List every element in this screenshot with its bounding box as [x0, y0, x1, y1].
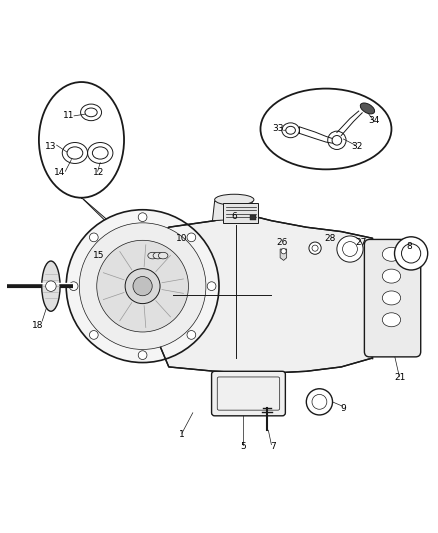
- Ellipse shape: [153, 252, 162, 259]
- Polygon shape: [280, 249, 287, 261]
- Text: 8: 8: [406, 243, 412, 252]
- Text: 28: 28: [325, 233, 336, 243]
- Circle shape: [312, 394, 327, 409]
- Polygon shape: [151, 214, 372, 374]
- Circle shape: [402, 244, 421, 263]
- Text: 6: 6: [231, 212, 237, 221]
- Circle shape: [89, 330, 98, 340]
- Ellipse shape: [92, 147, 108, 159]
- Polygon shape: [212, 199, 254, 221]
- Text: 7: 7: [271, 442, 276, 451]
- Text: 18: 18: [32, 321, 43, 330]
- Text: 1: 1: [179, 430, 185, 439]
- Circle shape: [395, 237, 427, 270]
- Text: 33: 33: [272, 125, 284, 133]
- Circle shape: [46, 281, 56, 292]
- Circle shape: [66, 210, 219, 362]
- Ellipse shape: [39, 82, 124, 198]
- Circle shape: [133, 277, 152, 296]
- Circle shape: [89, 233, 98, 242]
- Circle shape: [97, 240, 188, 332]
- Circle shape: [332, 135, 342, 145]
- Text: 32: 32: [351, 142, 362, 151]
- Circle shape: [138, 213, 147, 222]
- Text: 15: 15: [93, 251, 105, 260]
- Circle shape: [187, 330, 196, 340]
- Ellipse shape: [215, 194, 254, 205]
- Ellipse shape: [360, 103, 374, 114]
- Bar: [251, 215, 256, 220]
- Text: 9: 9: [341, 404, 346, 413]
- Text: 13: 13: [45, 142, 57, 151]
- Circle shape: [337, 236, 363, 262]
- Circle shape: [309, 242, 321, 254]
- Text: 12: 12: [93, 168, 105, 177]
- Ellipse shape: [286, 126, 295, 134]
- Ellipse shape: [42, 261, 60, 311]
- Bar: [223, 203, 258, 223]
- Circle shape: [207, 282, 216, 290]
- Circle shape: [125, 269, 160, 304]
- Ellipse shape: [382, 247, 401, 261]
- Text: 14: 14: [54, 168, 65, 177]
- Circle shape: [69, 282, 78, 290]
- Ellipse shape: [148, 252, 157, 259]
- FancyBboxPatch shape: [364, 239, 421, 357]
- Text: 34: 34: [368, 116, 380, 125]
- Text: 10: 10: [176, 233, 187, 243]
- Text: 26: 26: [277, 238, 288, 247]
- Ellipse shape: [382, 269, 401, 283]
- Ellipse shape: [261, 88, 392, 169]
- FancyBboxPatch shape: [212, 372, 286, 416]
- Ellipse shape: [158, 252, 168, 259]
- Ellipse shape: [67, 147, 83, 159]
- Text: 27: 27: [355, 238, 367, 247]
- Ellipse shape: [382, 313, 401, 327]
- Text: 11: 11: [63, 111, 74, 120]
- Circle shape: [343, 241, 357, 256]
- Circle shape: [306, 389, 332, 415]
- Circle shape: [138, 351, 147, 359]
- Text: 5: 5: [240, 442, 246, 451]
- Text: 21: 21: [395, 373, 406, 382]
- Ellipse shape: [85, 108, 97, 117]
- Circle shape: [79, 223, 206, 350]
- Circle shape: [312, 245, 318, 251]
- Circle shape: [187, 233, 196, 242]
- Ellipse shape: [382, 291, 401, 305]
- Circle shape: [281, 248, 286, 254]
